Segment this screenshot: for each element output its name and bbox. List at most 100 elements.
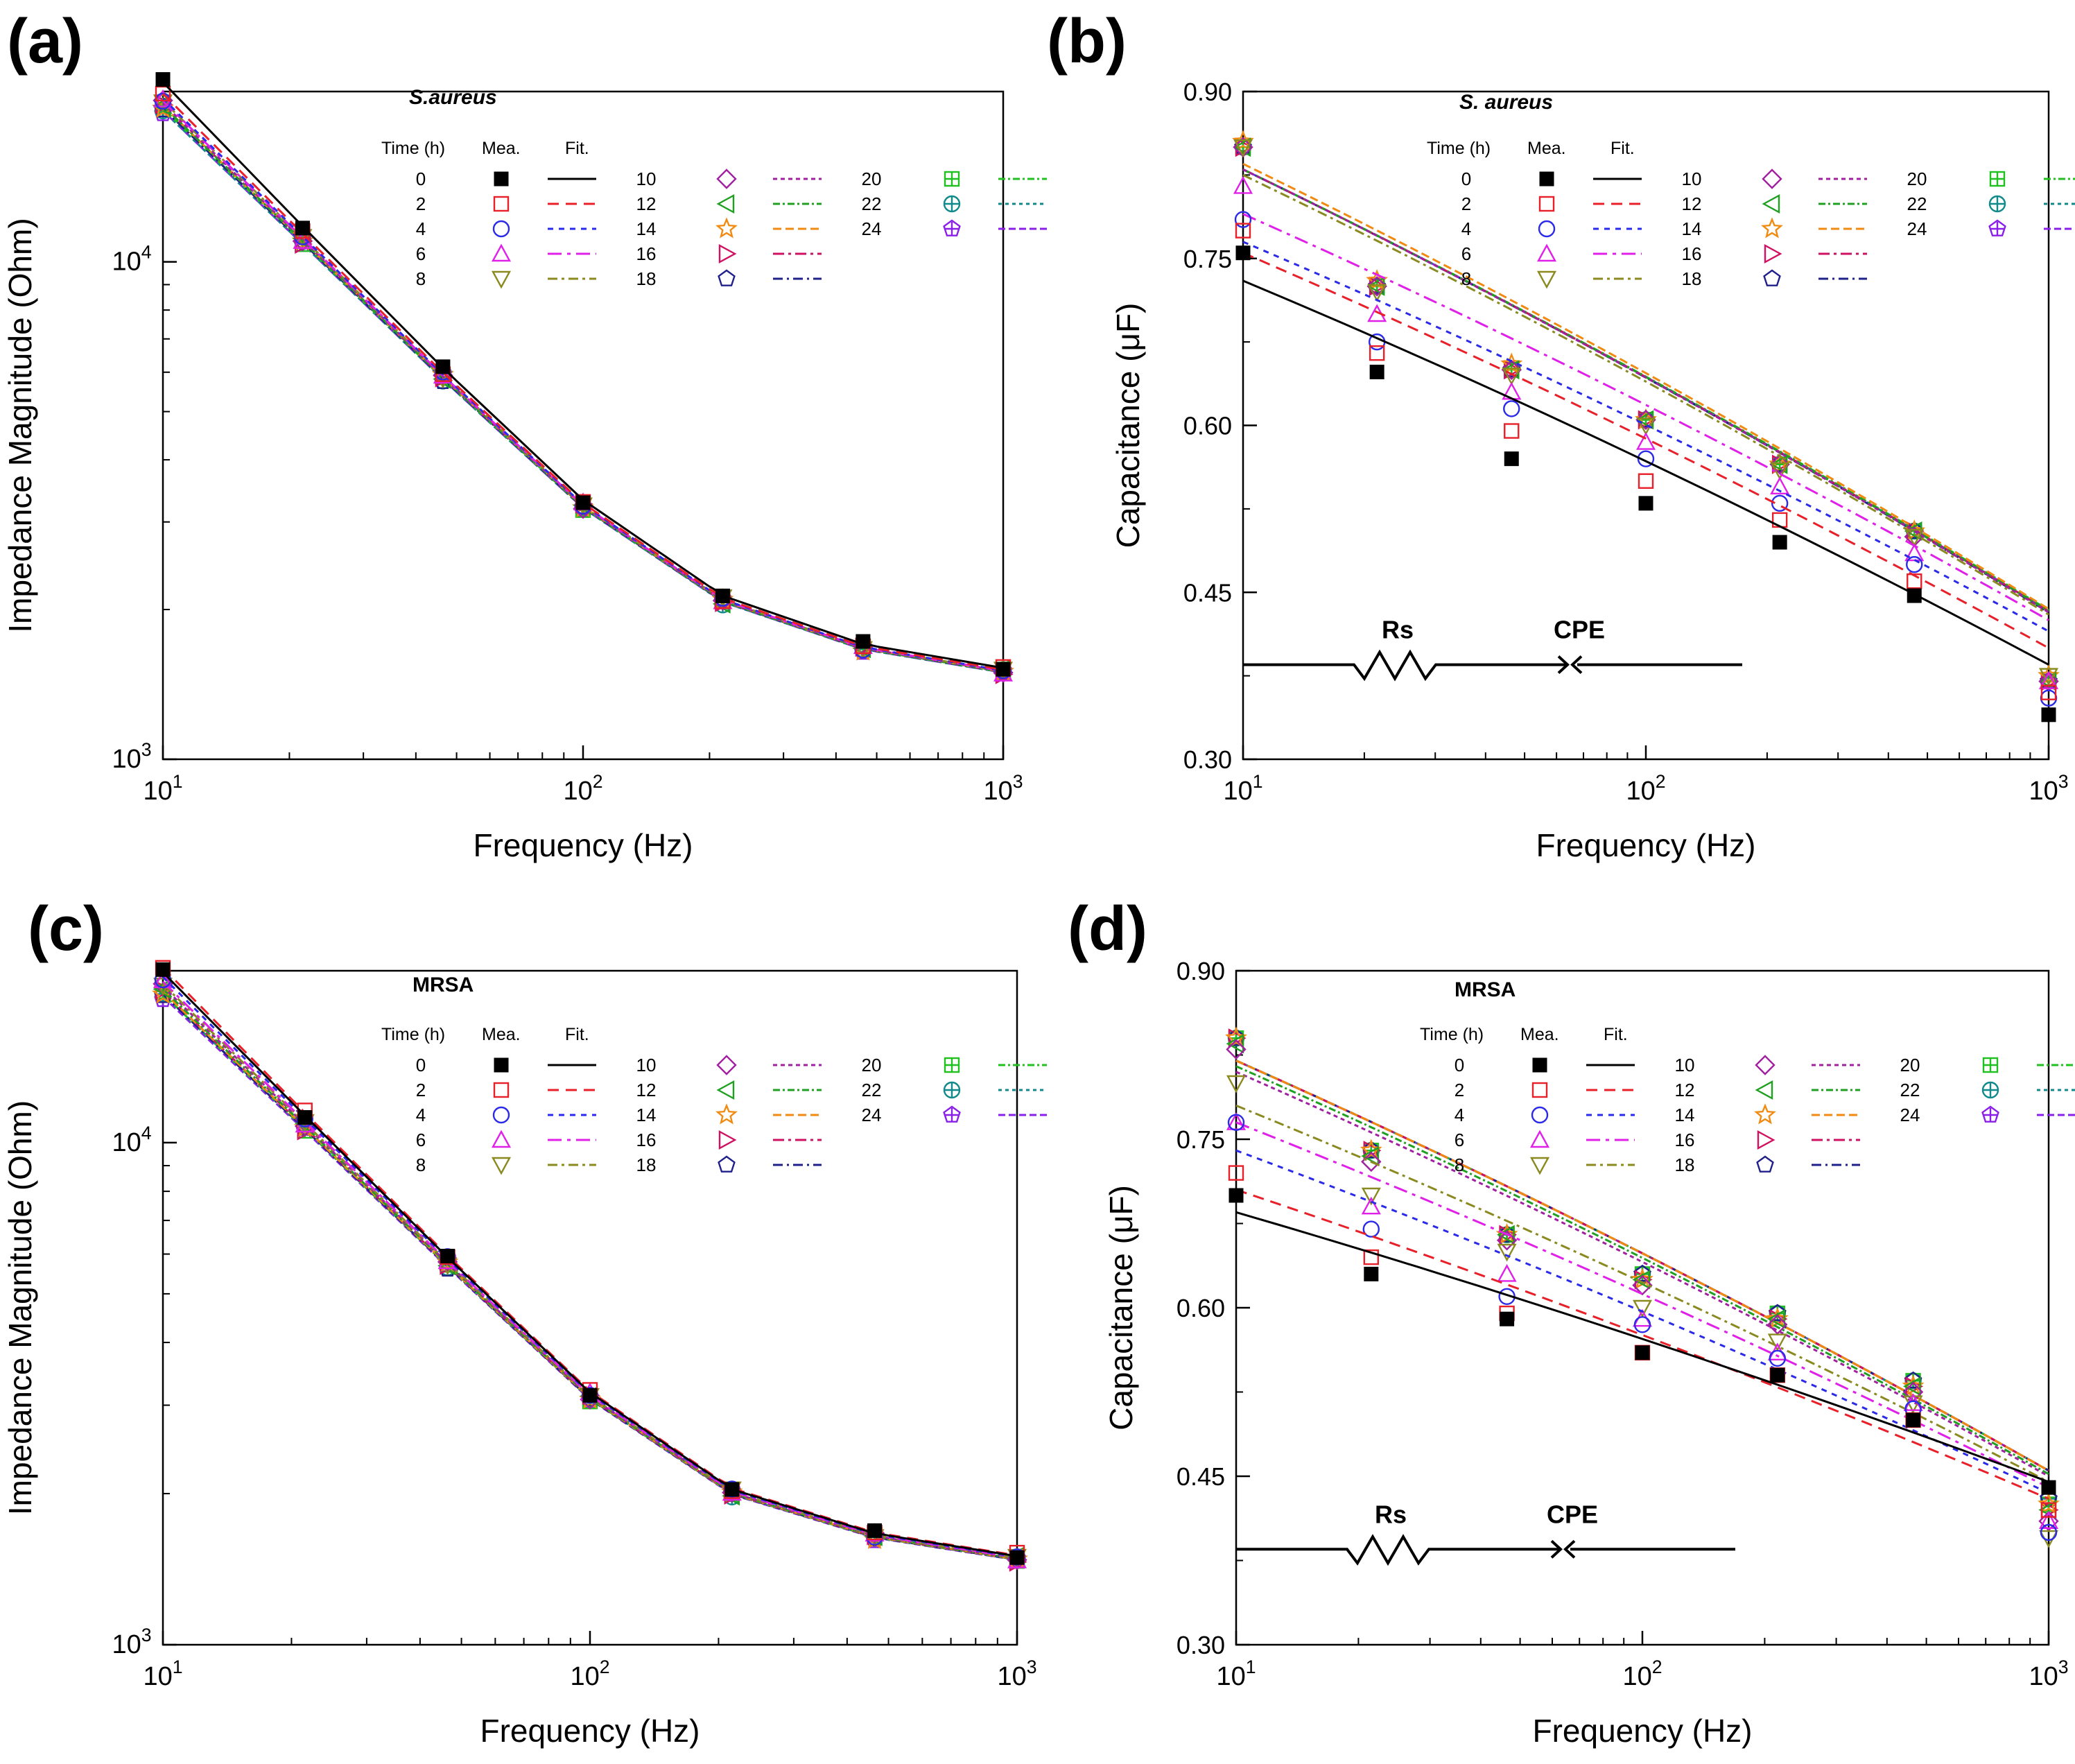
legend-marker-cross [944, 196, 960, 211]
x-tick-label: 103 [2029, 1657, 2068, 1691]
legend-time-label: 20 [862, 168, 882, 189]
measured-point-8h [1632, 1299, 1653, 1318]
measured-point-0h [867, 1523, 883, 1538]
measured-point-0h [1235, 245, 1251, 261]
fit-line-12h [162, 988, 1018, 1560]
x-tick-label: 101 [1223, 771, 1262, 806]
legend-time-label: 8 [416, 1155, 426, 1175]
measured-point-0h [155, 72, 171, 87]
legend-time-label: 0 [1461, 168, 1471, 189]
legend-time-label: 16 [636, 243, 657, 264]
legend-marker [716, 168, 737, 189]
y-axis: 0.30 0.45 0.60 0.75 0.90 [1177, 957, 1250, 1659]
legend-time-label: 12 [1682, 193, 1702, 214]
x-tick-label: 103 [997, 1657, 1036, 1691]
series-group [152, 72, 1014, 684]
legend-marker [492, 220, 510, 238]
x-axis: 101 102 103 [143, 745, 1023, 806]
resistor-icon [1236, 1534, 1559, 1566]
measured-point-6h [1767, 1342, 1787, 1361]
legend-time-label: 16 [1682, 243, 1702, 264]
legend-marker [1757, 1130, 1776, 1150]
measured-point-8h [2038, 668, 2059, 686]
legend-marker [493, 196, 510, 212]
y-axis: 103 104 [112, 111, 177, 774]
legend-marker-cross [945, 1058, 959, 1072]
fit-line-0h [162, 971, 1018, 1557]
cpe-icon [1557, 655, 1570, 675]
legend-header-measured: Mea. [1527, 139, 1566, 158]
measured-point-0h [1009, 1550, 1025, 1565]
legend-time-label: 14 [1675, 1105, 1695, 1125]
legend-marker [1529, 1157, 1550, 1175]
legend-time-label: 2 [416, 193, 426, 214]
measured-point-6h [1904, 543, 1925, 562]
series-group [1225, 1026, 2060, 1548]
measured-point-0h [440, 1249, 455, 1264]
measured-point-8h [1904, 528, 1925, 547]
legend-time-label: 22 [1907, 193, 1927, 214]
y-tick-label: 0.90 [1177, 957, 1225, 985]
measured-point-18h [1768, 1304, 1787, 1322]
measured-point-0h [1504, 451, 1519, 467]
legend-marker [716, 193, 735, 214]
panel-label: (b) [1047, 7, 1127, 76]
measured-point-12h [1632, 1270, 1651, 1290]
measured-point-6h [1497, 1263, 1517, 1282]
measured-point-10h [1226, 1039, 1247, 1060]
fit-line-20h [162, 993, 1018, 1561]
legend-marker [718, 243, 737, 264]
legend-header-time: Time (h) [1420, 1025, 1484, 1044]
y-axis-label: Capacitance (μF) [1103, 1185, 1139, 1430]
legend-header-fit: Fit. [1604, 1025, 1628, 1044]
resistor-label: Rs [1382, 616, 1414, 644]
y-tick-label: 103 [112, 739, 151, 774]
legend-time-label: 14 [636, 1105, 657, 1125]
measured-point-10h [1769, 453, 1790, 475]
legend-marker [1531, 1106, 1549, 1124]
chart-title: MRSA [1455, 978, 1516, 1001]
measured-point-6h [1635, 432, 1656, 450]
fit-line-2h [1235, 1188, 2049, 1500]
cpe-icon [1563, 1539, 1735, 1559]
fit-line-4h [1235, 1149, 2049, 1494]
legend-time-label: 4 [1461, 218, 1471, 239]
fit-line-0h [1242, 279, 2049, 666]
legend-marker [491, 1157, 512, 1175]
legend-marker-cross [1990, 172, 2004, 186]
fit-line-14h [162, 105, 1004, 673]
legend-time-label: 10 [636, 168, 657, 189]
resistor-icon [1243, 649, 1565, 682]
legend-time-label: 8 [1455, 1155, 1464, 1175]
fit-line-16h [162, 990, 1018, 1561]
legend-marker [718, 1130, 737, 1150]
measured-point-6h [1233, 175, 1253, 194]
measured-point-6h [2038, 1511, 2059, 1530]
legend-marker [1532, 1057, 1547, 1073]
measured-point-8h [1233, 139, 1253, 157]
legend-marker [716, 1055, 737, 1075]
measured-point-12h [1361, 1146, 1380, 1166]
legend-time-label: 6 [1461, 243, 1471, 264]
measured-point-4h [1503, 400, 1520, 417]
chart-title: S.aureus [409, 86, 497, 109]
fit-line-8h [162, 983, 1018, 1559]
legend-marker [1755, 1055, 1776, 1075]
legend-marker-cross [945, 172, 959, 186]
legend-time-label: 14 [1682, 218, 1702, 239]
resistor-label: Rs [1375, 1500, 1407, 1528]
legend-header-measured: Mea. [1520, 1025, 1559, 1044]
plot-frame [162, 90, 1005, 761]
measured-point-10h [1501, 359, 1522, 380]
legend-time-label: 18 [1675, 1155, 1695, 1175]
legend-marker-cross [1983, 1082, 1998, 1098]
legend-marker [1531, 1082, 1548, 1098]
measured-point-0h [1369, 364, 1384, 379]
equivalent-circuit-inset: Rs CPE [1243, 616, 1742, 682]
measured-point-18h [1904, 1371, 1922, 1389]
